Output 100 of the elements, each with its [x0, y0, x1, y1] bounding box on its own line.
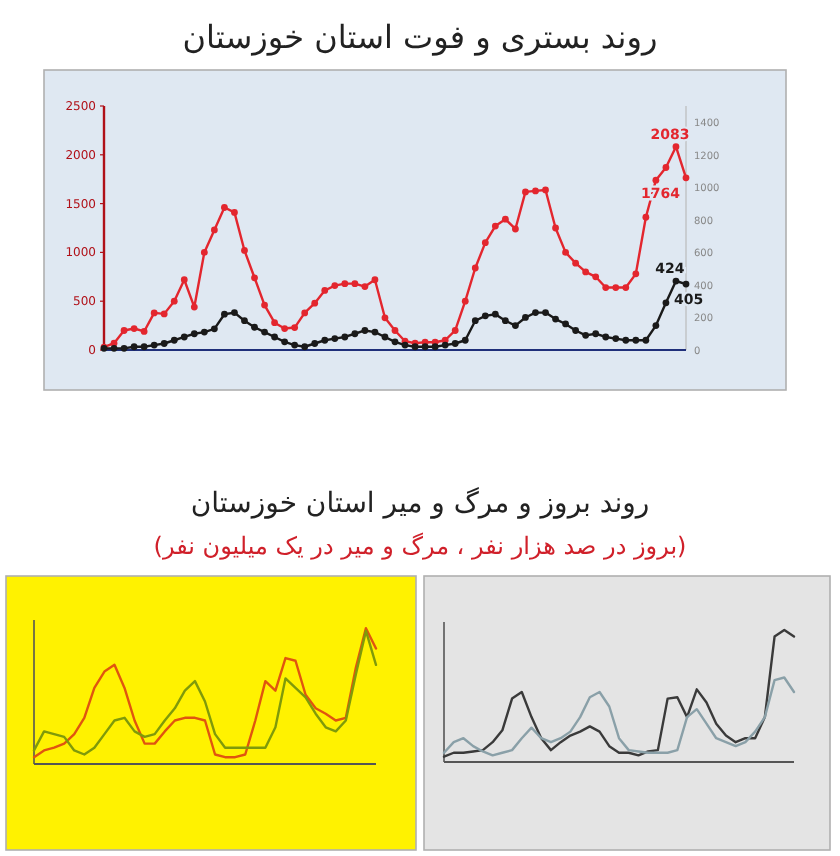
point [241, 247, 248, 254]
point [160, 310, 168, 318]
point [231, 309, 238, 316]
point [221, 204, 228, 211]
point [532, 309, 539, 316]
point [451, 327, 459, 334]
point [391, 327, 399, 334]
point [522, 188, 529, 196]
point [491, 310, 499, 318]
point [170, 297, 178, 305]
point [200, 249, 208, 256]
point [251, 323, 258, 331]
point [180, 276, 188, 284]
point [552, 315, 559, 323]
point [361, 283, 369, 290]
point [592, 330, 600, 338]
point [501, 215, 509, 223]
point [281, 338, 289, 346]
point [371, 328, 379, 336]
point [682, 280, 690, 288]
point [241, 317, 248, 325]
point [160, 340, 168, 347]
point [632, 336, 640, 344]
point [522, 314, 529, 321]
point [331, 282, 339, 289]
point [251, 274, 258, 282]
point [311, 340, 319, 347]
point [481, 312, 489, 320]
point [331, 335, 339, 343]
point [421, 343, 429, 351]
point [582, 331, 590, 339]
point [592, 273, 600, 281]
point [381, 333, 389, 341]
point [291, 341, 299, 349]
point [682, 174, 690, 182]
point [562, 320, 569, 328]
point [662, 299, 670, 307]
point [501, 317, 509, 325]
point [642, 336, 650, 344]
point [481, 239, 489, 247]
point [672, 277, 680, 285]
point [471, 264, 479, 272]
point [391, 338, 399, 346]
point [371, 276, 379, 284]
point [180, 333, 188, 341]
point [612, 335, 620, 343]
point [632, 270, 640, 278]
chart-title: روند بروز و مرگ و میر استان خوزستان [190, 486, 650, 520]
point [461, 336, 469, 344]
point [150, 341, 158, 349]
point [170, 336, 178, 344]
point [261, 328, 268, 336]
point [190, 330, 198, 338]
point [281, 325, 289, 332]
point [612, 284, 620, 291]
point [271, 333, 278, 341]
point [190, 303, 198, 311]
point [261, 301, 268, 309]
point [622, 284, 630, 291]
point [150, 309, 158, 317]
point [582, 268, 590, 276]
point [341, 280, 349, 288]
point [110, 344, 118, 352]
point [542, 309, 549, 316]
point [210, 226, 218, 234]
point [210, 325, 218, 333]
point [652, 322, 660, 329]
point [271, 319, 278, 327]
point [130, 343, 138, 351]
point [351, 330, 359, 338]
point [200, 328, 208, 336]
point [301, 309, 309, 317]
point [351, 280, 359, 288]
point [562, 249, 569, 256]
point [622, 336, 630, 344]
chart-subtitle: (بروز در صد هزار نفر ، مرگ و میر در یک میلیون نفر) [153, 532, 687, 560]
point [431, 343, 439, 351]
point [652, 176, 660, 184]
point [311, 299, 319, 307]
point [130, 325, 138, 332]
point [532, 187, 539, 195]
point [512, 322, 519, 329]
point [491, 222, 499, 230]
point [572, 259, 580, 267]
point [321, 336, 329, 344]
point [301, 343, 309, 351]
point [140, 328, 148, 335]
point [321, 287, 329, 294]
point [602, 333, 610, 341]
chart-title: روند بستری و فوت استان خوزستان [182, 18, 658, 56]
point [140, 343, 148, 351]
point [291, 324, 299, 331]
point [672, 143, 680, 151]
point [231, 208, 238, 216]
point [552, 224, 559, 232]
point [361, 327, 369, 334]
point [602, 284, 610, 291]
point [542, 186, 549, 194]
point [572, 327, 580, 334]
point [461, 297, 469, 305]
